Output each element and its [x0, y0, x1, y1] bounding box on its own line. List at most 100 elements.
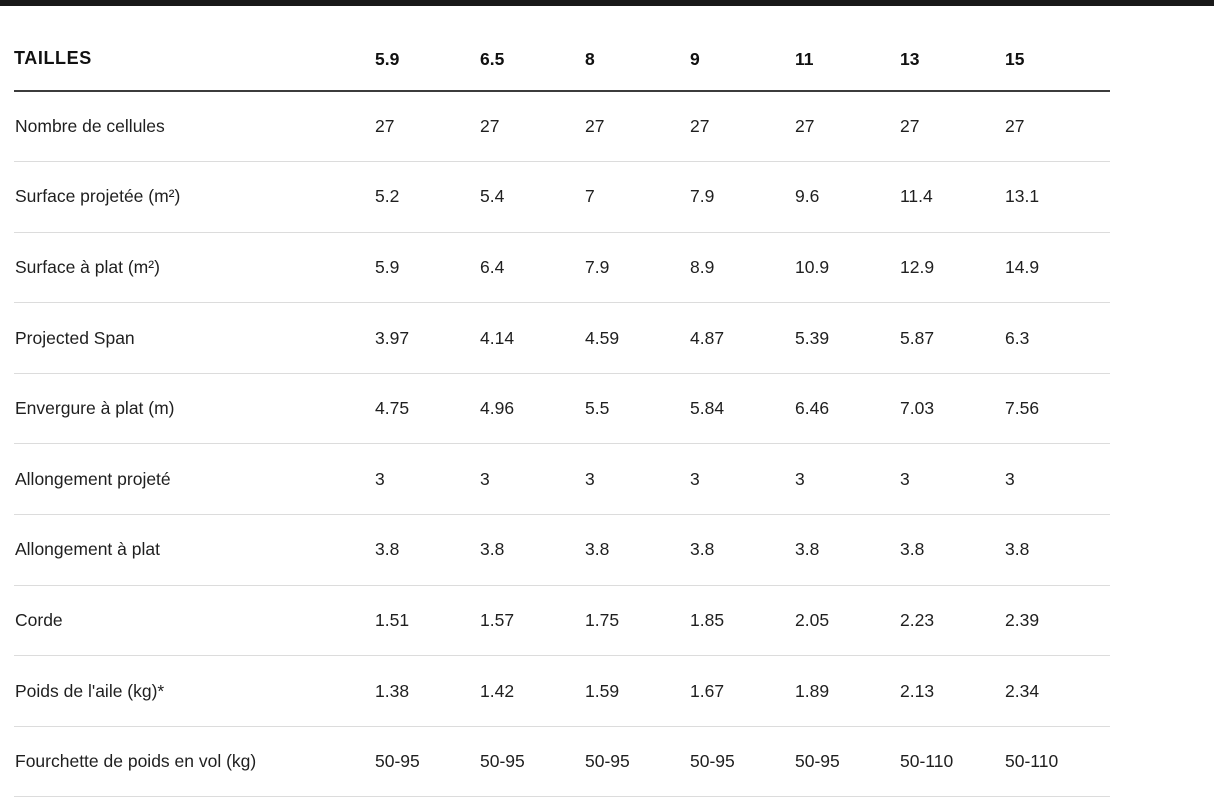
- table-cell: 50-95: [375, 726, 480, 798]
- table-cell: 5.9: [375, 232, 480, 304]
- row-label: Fourchette de poids en vol (kg): [14, 726, 375, 798]
- column-header-size: 15: [1005, 28, 1110, 92]
- table-cell: 2.34: [1005, 655, 1110, 727]
- table-cell: 50-110: [1005, 726, 1110, 798]
- table-cell: 3: [480, 443, 585, 516]
- table-cell: 11.4: [900, 161, 1005, 233]
- row-label: Poids de l'aile (kg)*: [14, 655, 375, 727]
- table-cell: 9.6: [795, 161, 900, 233]
- table-cell: 4.14: [480, 302, 585, 374]
- table-cell: 27: [690, 91, 795, 163]
- table-cell: 5.2: [375, 161, 480, 233]
- table-cell: 3: [375, 443, 480, 516]
- table-row: Corde 1.51 1.57 1.75 1.85 2.05 2.23 2.39: [14, 585, 1110, 657]
- table-cell: 3.8: [375, 514, 480, 586]
- table-cell: 10.9: [795, 232, 900, 304]
- table-cell: 3: [1005, 443, 1110, 516]
- table-cell: 4.87: [690, 302, 795, 374]
- table-cell: 3.8: [690, 514, 795, 586]
- table-cell: 5.84: [690, 373, 795, 445]
- table-cell: 3.8: [585, 514, 690, 586]
- row-label: Nombre de cellules: [14, 91, 375, 163]
- table-row: Poids de l'aile (kg)* 1.38 1.42 1.59 1.67 1.8…: [14, 655, 1110, 727]
- table-cell: 4.59: [585, 302, 690, 374]
- table-cell: 27: [375, 91, 480, 163]
- column-header-size: 6.5: [480, 28, 585, 92]
- table-row: Surface à plat (m²) 5.9 6.4 7.9 8.9 10.9 12.9 1…: [14, 232, 1110, 304]
- row-label: Envergure à plat (m): [14, 373, 375, 445]
- table-row: Allongement à plat 3.8 3.8 3.8 3.8 3.8 3.8 3.8: [14, 514, 1110, 586]
- table-cell: 3.8: [1005, 514, 1110, 586]
- table-cell: 12.9: [900, 232, 1005, 304]
- table-cell: 14.9: [1005, 232, 1110, 304]
- table-row: Allongement projeté 3 3 3 3 3 3 3: [14, 443, 1110, 516]
- table-cell: 3.8: [900, 514, 1005, 586]
- table-cell: 1.42: [480, 655, 585, 727]
- spec-table-body: Nombre de cellules 27 27 27 27 27 27 27 Surface …: [14, 91, 1110, 798]
- spec-table-head: TAILLES 5.9 6.5 8 9 11 13 15: [14, 28, 1110, 92]
- table-cell: 3: [900, 443, 1005, 516]
- table-cell: 1.75: [585, 585, 690, 657]
- table-cell: 27: [480, 91, 585, 163]
- table-cell: 1.38: [375, 655, 480, 727]
- table-cell: 27: [585, 91, 690, 163]
- table-cell: 3: [585, 443, 690, 516]
- table-cell: 6.3: [1005, 302, 1110, 374]
- table-row: Envergure à plat (m) 4.75 4.96 5.5 5.84 6.46 7…: [14, 373, 1110, 445]
- spec-table-container: TAILLES 5.9 6.5 8 9 11 13 15 Nombre de cellule…: [14, 28, 1110, 798]
- column-header-size: 9: [690, 28, 795, 92]
- table-cell: 2.39: [1005, 585, 1110, 657]
- row-label: Surface projetée (m²): [14, 161, 375, 233]
- table-cell: 3: [795, 443, 900, 516]
- table-cell: 5.39: [795, 302, 900, 374]
- table-cell: 7.03: [900, 373, 1005, 445]
- table-cell: 8.9: [690, 232, 795, 304]
- table-cell: 7: [585, 161, 690, 233]
- table-cell: 4.96: [480, 373, 585, 445]
- column-header-size: 8: [585, 28, 690, 92]
- row-label: Allongement projeté: [14, 443, 375, 516]
- table-cell: 3.97: [375, 302, 480, 374]
- table-cell: 6.46: [795, 373, 900, 445]
- table-header-row: TAILLES 5.9 6.5 8 9 11 13 15: [14, 28, 1110, 92]
- table-cell: 50-110: [900, 726, 1005, 798]
- table-cell: 2.23: [900, 585, 1005, 657]
- spec-table: TAILLES 5.9 6.5 8 9 11 13 15 Nombre de cellule…: [14, 28, 1110, 798]
- table-cell: 27: [795, 91, 900, 163]
- table-cell: 50-95: [795, 726, 900, 798]
- table-cell: 27: [900, 91, 1005, 163]
- table-cell: 5.87: [900, 302, 1005, 374]
- table-cell: 50-95: [690, 726, 795, 798]
- table-cell: 7.9: [585, 232, 690, 304]
- top-bar: [0, 0, 1214, 6]
- table-cell: 50-95: [585, 726, 690, 798]
- table-cell: 13.1: [1005, 161, 1110, 233]
- table-cell: 1.57: [480, 585, 585, 657]
- column-header-size: 5.9: [375, 28, 480, 92]
- row-label: Surface à plat (m²): [14, 232, 375, 304]
- table-cell: 7.56: [1005, 373, 1110, 445]
- table-row: Fourchette de poids en vol (kg) 50-95 50-9…: [14, 726, 1110, 798]
- table-row: Projected Span 3.97 4.14 4.59 4.87 5.39 5.87 6.…: [14, 302, 1110, 374]
- table-cell: 5.5: [585, 373, 690, 445]
- row-label: Projected Span: [14, 302, 375, 374]
- table-title: TAILLES: [14, 28, 375, 92]
- table-cell: 1.89: [795, 655, 900, 727]
- table-cell: 1.51: [375, 585, 480, 657]
- table-cell: 5.4: [480, 161, 585, 233]
- column-header-size: 11: [795, 28, 900, 92]
- table-cell: 2.13: [900, 655, 1005, 727]
- table-cell: 4.75: [375, 373, 480, 445]
- table-cell: 1.85: [690, 585, 795, 657]
- table-cell: 1.67: [690, 655, 795, 727]
- table-cell: 3.8: [480, 514, 585, 586]
- table-cell: 50-95: [480, 726, 585, 798]
- table-cell: 2.05: [795, 585, 900, 657]
- table-row: Nombre de cellules 27 27 27 27 27 27 27: [14, 91, 1110, 163]
- table-cell: 27: [1005, 91, 1110, 163]
- table-cell: 6.4: [480, 232, 585, 304]
- table-row: Surface projetée (m²) 5.2 5.4 7 7.9 9.6 11.4 13…: [14, 161, 1110, 233]
- row-label: Allongement à plat: [14, 514, 375, 586]
- table-cell: 3: [690, 443, 795, 516]
- table-cell: 7.9: [690, 161, 795, 233]
